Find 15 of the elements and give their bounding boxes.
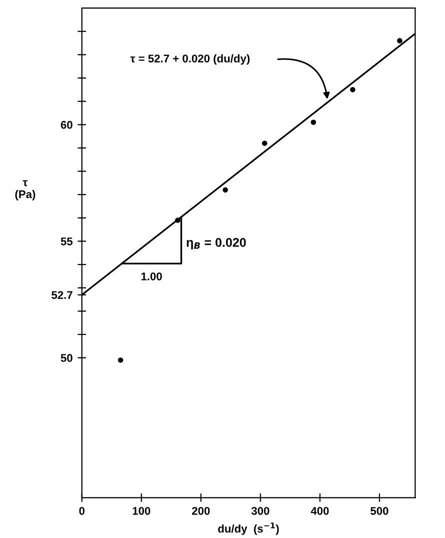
x-tick-label: 100 (132, 506, 150, 515)
y-tick-label: 60 (60, 120, 72, 129)
annotation: 1.00 (141, 272, 162, 280)
annotation: τ = 52.7 + 0.020 (du/dy) (130, 54, 250, 65)
y-axis-title: τ (Pa) (15, 180, 36, 200)
x-tick-label: 400 (310, 506, 329, 515)
y-tick-label: 52.7 (52, 291, 72, 299)
y-tick-label: 50 (60, 354, 72, 362)
x-tick-label: 300 (251, 506, 270, 515)
x-axis-title: du/dy (s$^{−1}$) (218, 522, 279, 535)
x-tick-label: 200 (192, 506, 210, 515)
annotation: η$_{B}$ = 0.020 (186, 238, 246, 250)
x-tick-label: 0 (79, 506, 85, 515)
y-tick-label: 55 (60, 238, 73, 246)
x-tick-label: 500 (370, 506, 388, 515)
